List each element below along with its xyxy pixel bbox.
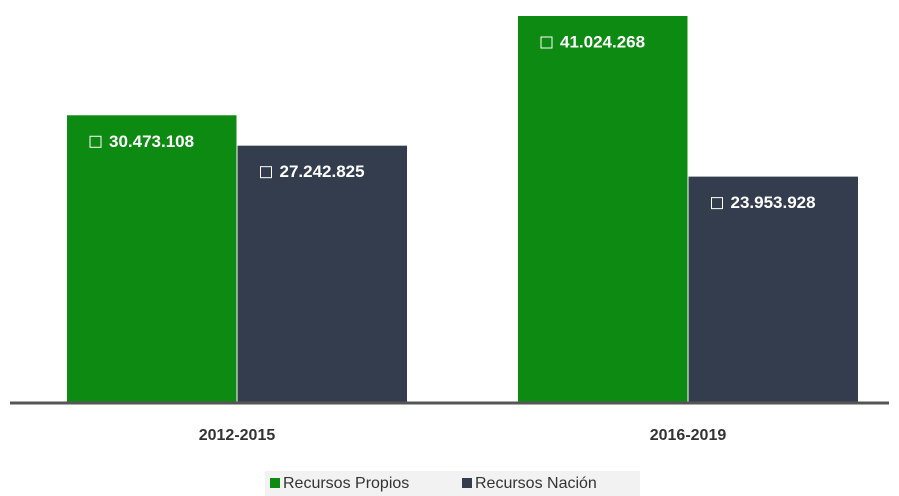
bar — [67, 115, 237, 402]
legend-label: Recursos Nación — [475, 475, 597, 492]
data-label: 27.242.825 — [280, 162, 365, 181]
bar — [237, 145, 407, 403]
data-label: 23.953.928 — [731, 193, 816, 212]
label-icon — [540, 36, 553, 49]
legend-swatch — [270, 478, 280, 488]
data-label: 30.473.108 — [109, 132, 194, 151]
x-tick-label: 2016-2019 — [650, 427, 727, 444]
x-tick-label: 2012-2015 — [199, 427, 276, 444]
bar — [518, 16, 688, 402]
legend-swatch — [462, 478, 472, 488]
data-label: 41.024.268 — [560, 32, 645, 51]
legend-label: Recursos Propios — [283, 475, 409, 492]
bar — [688, 176, 858, 402]
label-icon — [711, 197, 723, 210]
label-icon — [260, 166, 272, 179]
label-icon — [89, 135, 102, 148]
legend-background — [265, 471, 640, 496]
